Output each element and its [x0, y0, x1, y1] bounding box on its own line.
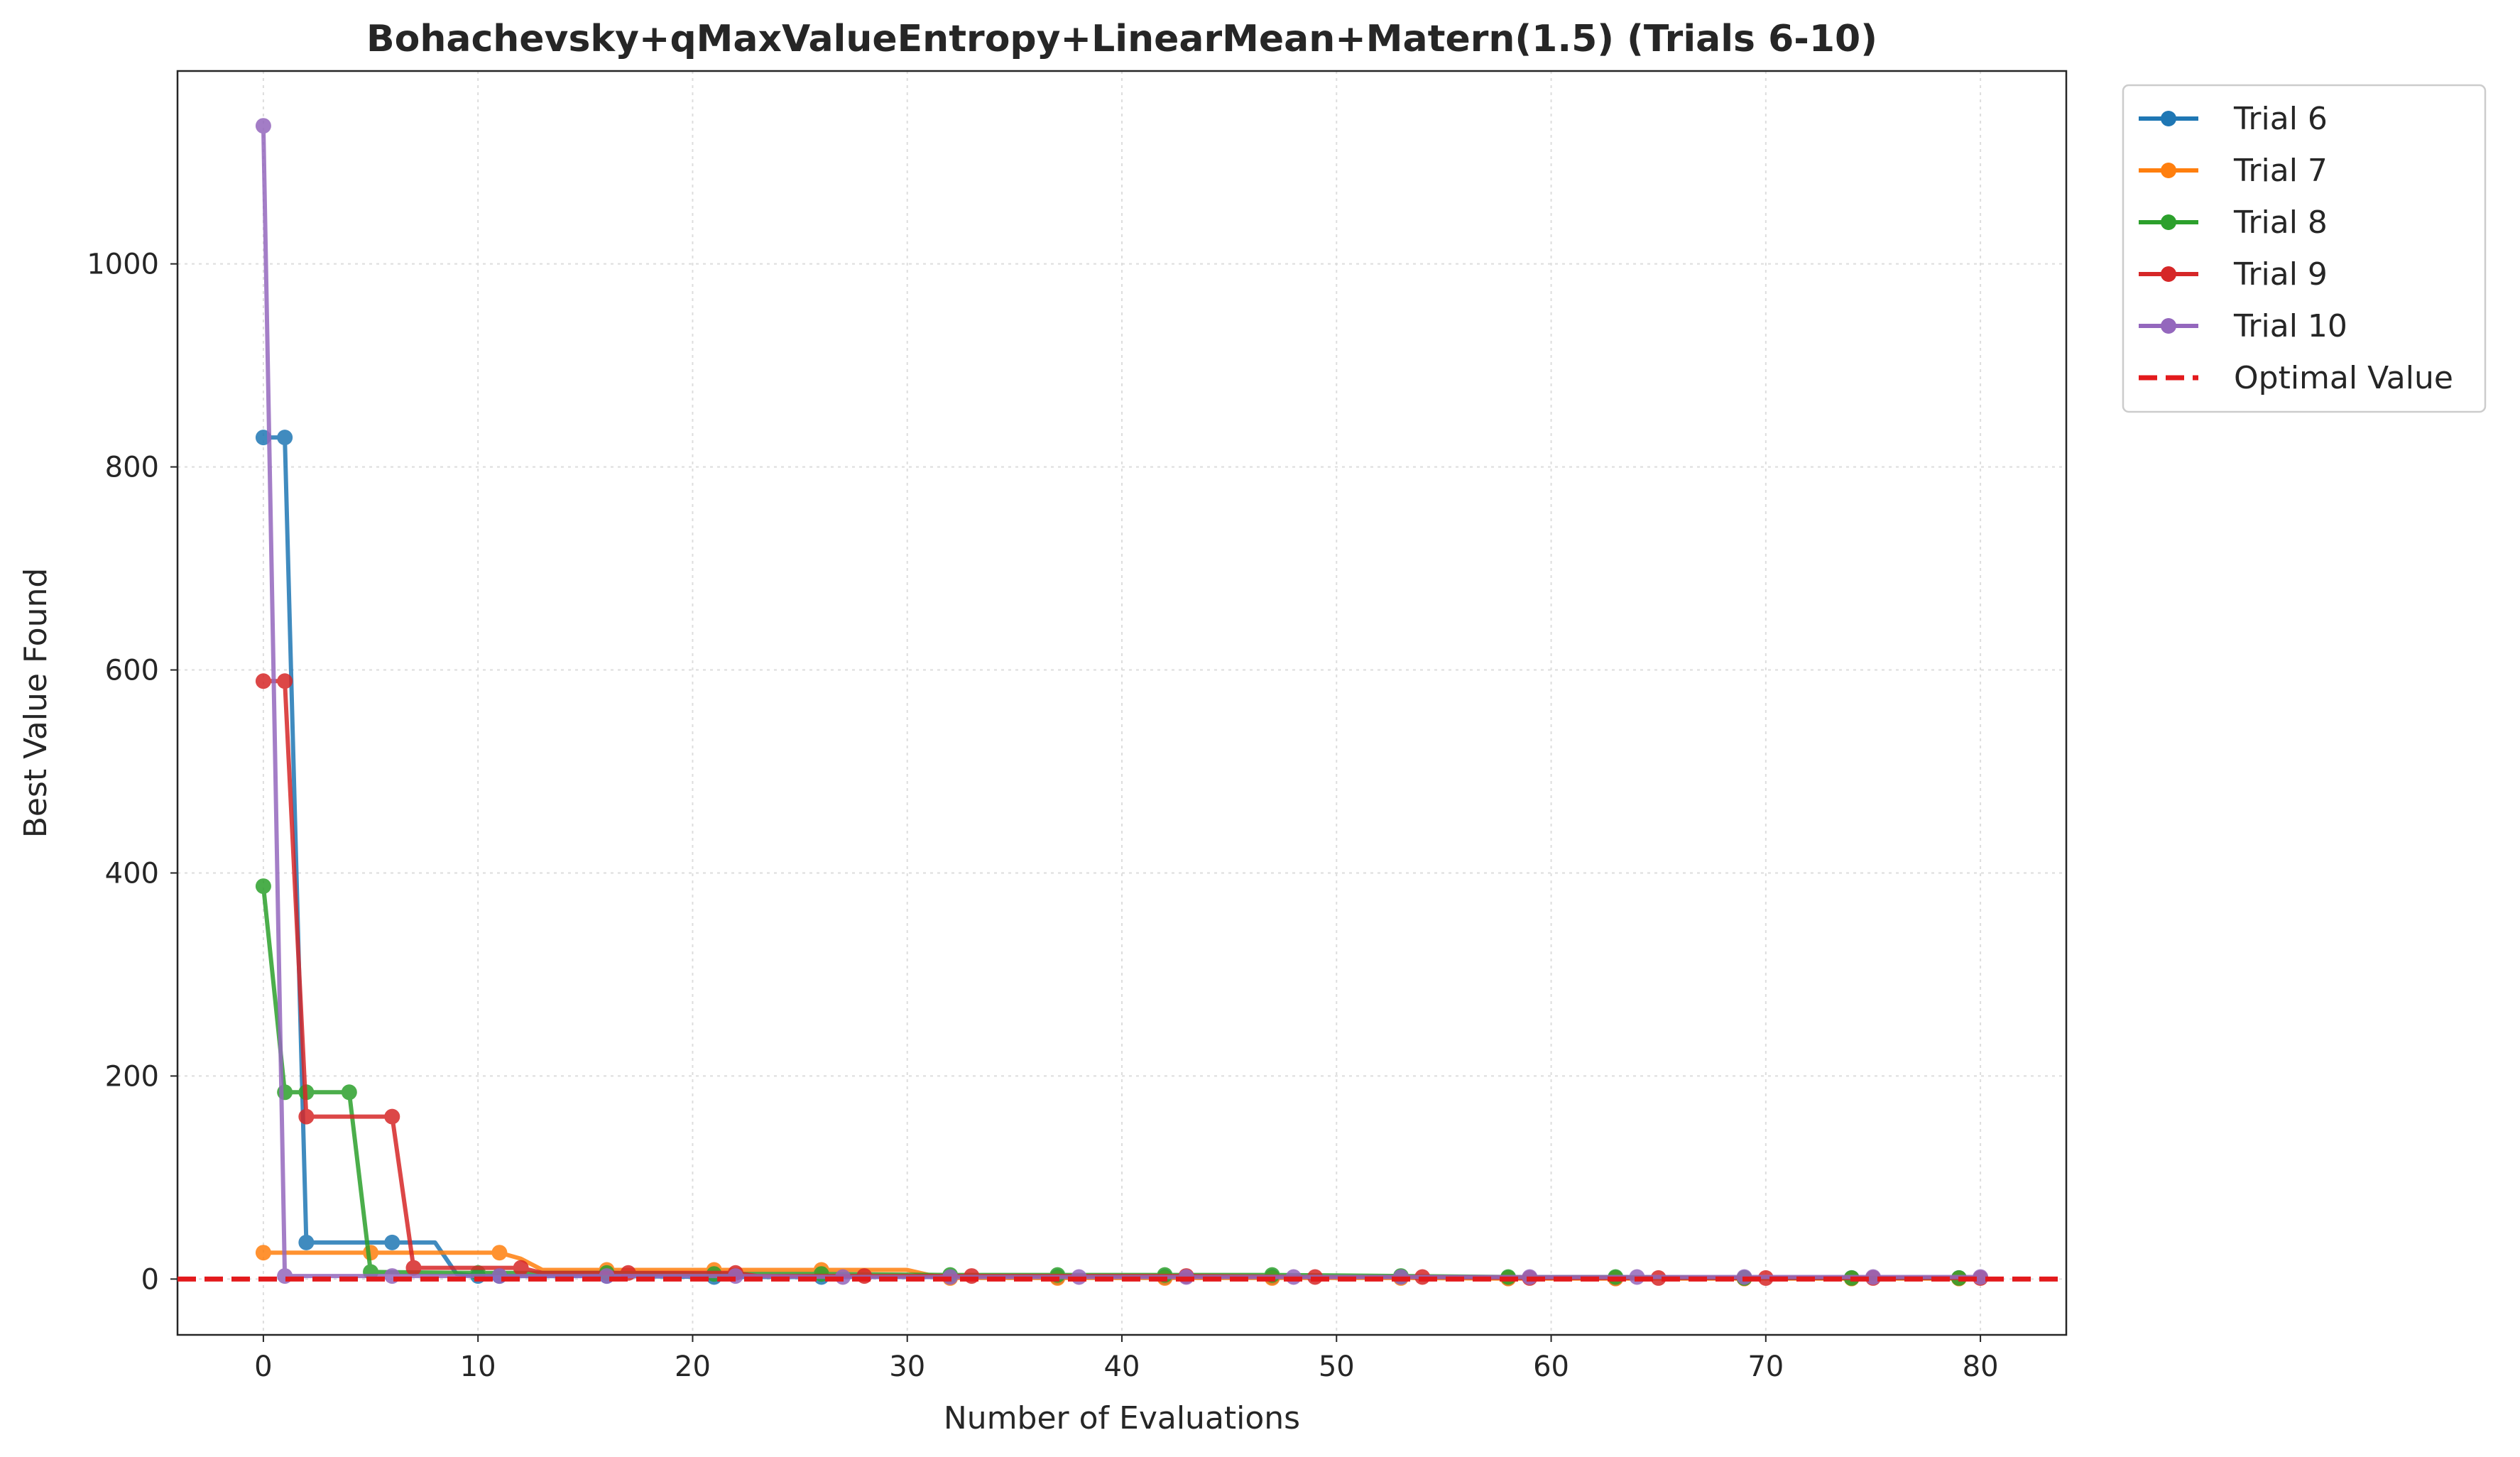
legend-item: Optimal Value	[2139, 360, 2453, 396]
y-tick-label: 1000	[87, 249, 159, 281]
data-point	[255, 878, 271, 895]
data-point	[298, 1108, 315, 1125]
legend-marker	[2161, 266, 2176, 282]
series-trial-8	[255, 878, 1967, 1286]
x-tick-label: 40	[1104, 1350, 1140, 1383]
legend-label: Trial 7	[2233, 153, 2328, 189]
data-point	[255, 673, 271, 689]
data-point	[298, 1234, 315, 1250]
legend-marker	[2161, 163, 2176, 178]
legend-item: Trial 8	[2139, 204, 2328, 241]
x-tick-label: 30	[889, 1350, 925, 1383]
data-point	[405, 1260, 422, 1276]
y-tick-label: 200	[105, 1060, 159, 1093]
legend-item: Trial 6	[2139, 101, 2328, 137]
x-tick-label: 50	[1319, 1350, 1355, 1383]
legend-label: Trial 6	[2233, 101, 2328, 137]
plot-frame	[176, 70, 2068, 1336]
data-point	[277, 430, 293, 446]
y-tick-label: 0	[141, 1263, 159, 1296]
data-point	[255, 118, 271, 134]
legend-label: Trial 8	[2233, 204, 2328, 241]
data-point	[1865, 1269, 1881, 1285]
x-tick-label: 70	[1747, 1350, 1784, 1383]
x-tick-label: 10	[460, 1350, 496, 1383]
legend-label: Optimal Value	[2234, 360, 2453, 396]
x-axis-title: Number of Evaluations	[944, 1400, 1300, 1436]
y-tick-label: 800	[105, 452, 159, 484]
grid	[178, 71, 2066, 1335]
series-line	[263, 435, 1959, 1280]
data-point	[255, 1245, 271, 1261]
x-tick-label: 60	[1533, 1350, 1569, 1383]
data-point	[384, 1108, 400, 1125]
series-line	[261, 885, 1959, 1280]
data-point	[491, 1245, 508, 1261]
legend-marker	[2161, 318, 2176, 334]
y-tick-label: 400	[105, 857, 159, 890]
chart-title: Bohachevsky+qMaxValueEntropy+LinearMean+…	[366, 18, 1877, 60]
legend-marker	[2161, 214, 2176, 230]
legend: Trial 6 Trial 7 Trial 8 Trial 9 Trial 10 Opti…	[2122, 84, 2487, 413]
legend-item: Trial 7	[2139, 153, 2328, 189]
data-point	[513, 1260, 529, 1276]
series-trial-6	[255, 430, 1967, 1286]
y-axis-title: Best Value Found	[18, 568, 54, 839]
data-point	[341, 1084, 357, 1101]
x-tick-label: 20	[675, 1350, 711, 1383]
legend-marker	[2161, 111, 2176, 126]
legend-label: Trial 10	[2233, 308, 2347, 344]
legend-item: Trial 10	[2139, 308, 2347, 344]
legend-item: Trial 9	[2139, 256, 2328, 293]
legend-box	[2122, 84, 2487, 413]
data-point	[384, 1234, 400, 1250]
data-point	[277, 673, 293, 689]
y-tick-label: 600	[105, 655, 159, 687]
x-tick-label: 80	[1963, 1350, 1999, 1383]
x-tick-label: 0	[254, 1350, 272, 1383]
legend-label: Trial 9	[2233, 256, 2328, 293]
